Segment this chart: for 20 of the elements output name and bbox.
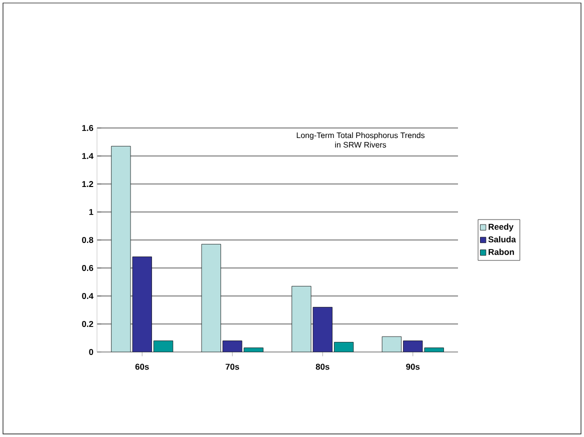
bar (111, 146, 131, 352)
y-tick-label: 0.2 (82, 320, 94, 327)
y-tick-label: 1 (89, 209, 94, 215)
legend-label: Saluda (488, 236, 516, 242)
y-tick-label: 1.4 (82, 153, 94, 159)
x-tick-label: 60s (135, 364, 149, 370)
y-tick-label: 1.2 (82, 181, 94, 187)
legend-label: Rabon (488, 248, 514, 255)
y-tick-label: 1.6 (82, 124, 94, 131)
y-tick-label: 0.4 (82, 292, 94, 299)
y-tick-label: 0.8 (82, 236, 94, 243)
y-tick-label: 0.6 (82, 264, 94, 271)
y-tick-label: 0 (89, 348, 94, 355)
bar (292, 286, 312, 352)
legend-label: Reedy (488, 224, 514, 232)
x-tick-label: 80s (316, 364, 330, 370)
bar (382, 336, 402, 352)
x-tick-label: 70s (226, 364, 240, 370)
bar (201, 244, 221, 352)
x-tick-label: 90s (406, 364, 420, 370)
